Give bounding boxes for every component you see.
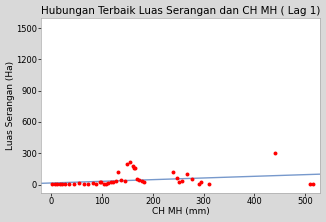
Point bbox=[139, 179, 144, 183]
Point bbox=[85, 182, 90, 185]
Point bbox=[127, 160, 133, 163]
Point bbox=[101, 182, 106, 185]
Point bbox=[136, 178, 141, 182]
Point bbox=[97, 181, 102, 184]
Point bbox=[185, 172, 190, 176]
Point bbox=[180, 180, 185, 183]
Title: Hubungan Terbaik Luas Serangan dan CH MH ( Lag 1): Hubungan Terbaik Luas Serangan dan CH MH… bbox=[41, 6, 320, 16]
Point bbox=[109, 181, 114, 184]
Point bbox=[134, 178, 139, 181]
Point bbox=[272, 151, 277, 155]
Point bbox=[122, 180, 127, 183]
Point bbox=[125, 162, 130, 165]
Point bbox=[106, 181, 111, 185]
Point bbox=[206, 182, 211, 186]
Point bbox=[71, 182, 77, 186]
Point bbox=[111, 180, 116, 184]
Point bbox=[175, 176, 180, 180]
Point bbox=[177, 181, 182, 184]
Point bbox=[141, 180, 146, 184]
Point bbox=[55, 182, 60, 186]
Y-axis label: Luas Serangan (Ha): Luas Serangan (Ha) bbox=[6, 61, 15, 150]
Point bbox=[119, 179, 124, 182]
Point bbox=[67, 182, 72, 186]
Point bbox=[190, 178, 195, 181]
Point bbox=[98, 180, 104, 184]
Point bbox=[63, 182, 68, 185]
Point bbox=[82, 182, 87, 186]
Point bbox=[131, 166, 136, 170]
X-axis label: CH MH (mm): CH MH (mm) bbox=[152, 207, 210, 216]
Point bbox=[93, 182, 98, 186]
Point bbox=[130, 164, 135, 168]
Point bbox=[132, 166, 138, 170]
Point bbox=[90, 181, 96, 185]
Point bbox=[199, 181, 204, 184]
Point bbox=[58, 182, 63, 186]
Point bbox=[77, 182, 82, 185]
Point bbox=[114, 180, 119, 183]
Point bbox=[170, 170, 176, 174]
Point bbox=[116, 170, 121, 174]
Point bbox=[50, 182, 55, 186]
Point bbox=[60, 182, 65, 186]
Point bbox=[53, 182, 58, 186]
Point bbox=[310, 182, 316, 186]
Point bbox=[308, 182, 313, 186]
Point bbox=[196, 182, 201, 185]
Point bbox=[104, 182, 109, 186]
